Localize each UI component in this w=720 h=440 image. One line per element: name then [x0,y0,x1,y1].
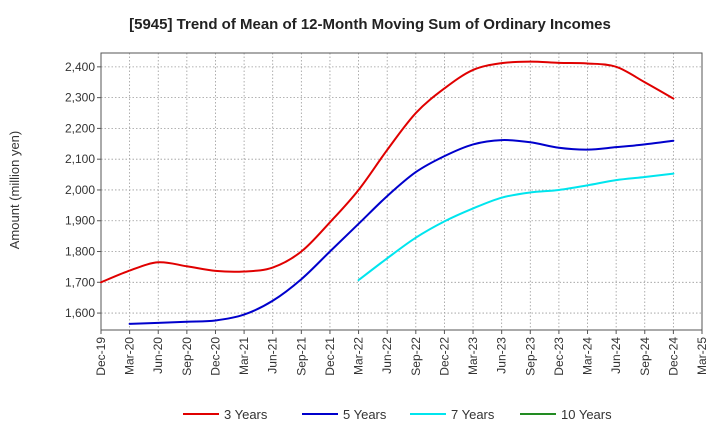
x-tick-label: Mar-23 [466,337,480,375]
x-tick-label: Dec-21 [323,337,337,376]
series-line-5-years [128,139,675,325]
x-tick-label: Mar-25 [695,337,709,375]
legend-label-10-years: 10 Years [561,407,612,422]
x-tick-label: Sep-20 [180,337,194,376]
x-tick-label: Jun-22 [380,337,394,374]
y-tick-label: 2,300 [65,91,95,105]
y-tick-label: 1,700 [65,275,95,289]
x-tick-label: Dec-23 [552,337,566,376]
x-tick-label: Jun-21 [266,337,280,374]
chart-title: [5945] Trend of Mean of 12-Month Moving … [129,16,611,33]
y-tick-label: 2,000 [65,183,95,197]
x-tick-label: Dec-20 [208,337,222,376]
x-tick-label: Dec-19 [94,337,108,376]
legend-label-3-years: 3 Years [224,407,268,422]
grid [101,53,702,330]
x-tick-label: Jun-23 [495,337,509,374]
x-tick-label: Mar-21 [237,337,251,375]
x-tick-label: Mar-20 [123,337,137,375]
x-tick-label: Jun-24 [609,337,623,374]
x-tick-label: Dec-22 [437,337,451,376]
plot-frame [100,52,703,331]
y-tick-label: 2,100 [65,152,95,166]
x-tick-label: Sep-23 [523,337,537,376]
x-tick-label: Mar-24 [581,337,595,375]
legend-label-7-years: 7 Years [451,407,495,422]
y-tick-label: 1,600 [65,306,95,320]
x-axis-ticks: Dec-19 Mar-20 Jun-20 Sep-20 Dec-20 Mar-21 Jun-… [94,330,709,376]
y-tick-label: 1,900 [65,214,95,228]
y-axis-ticks: 1,600 1,700 1,800 1,900 2,000 2,100 2,200 2,300… [65,60,101,320]
x-tick-label: Jun-20 [151,337,165,374]
x-tick-label: Sep-22 [409,337,423,376]
x-tick-label: Dec-24 [666,337,680,376]
legend: 3 Years 5 Years 7 Years 10 Years [183,407,612,422]
y-tick-label: 2,200 [65,121,95,135]
x-tick-label: Sep-21 [294,337,308,376]
series-line-7-years [357,172,675,282]
series-line-3-years [100,60,675,284]
series-lines [100,60,675,325]
y-axis-label: Amount (million yen) [7,131,22,250]
y-tick-label: 2,400 [65,60,95,74]
legend-label-5-years: 5 Years [343,407,387,422]
x-tick-label: Mar-22 [352,337,366,375]
y-tick-label: 1,800 [65,245,95,259]
x-tick-label: Sep-24 [638,337,652,376]
